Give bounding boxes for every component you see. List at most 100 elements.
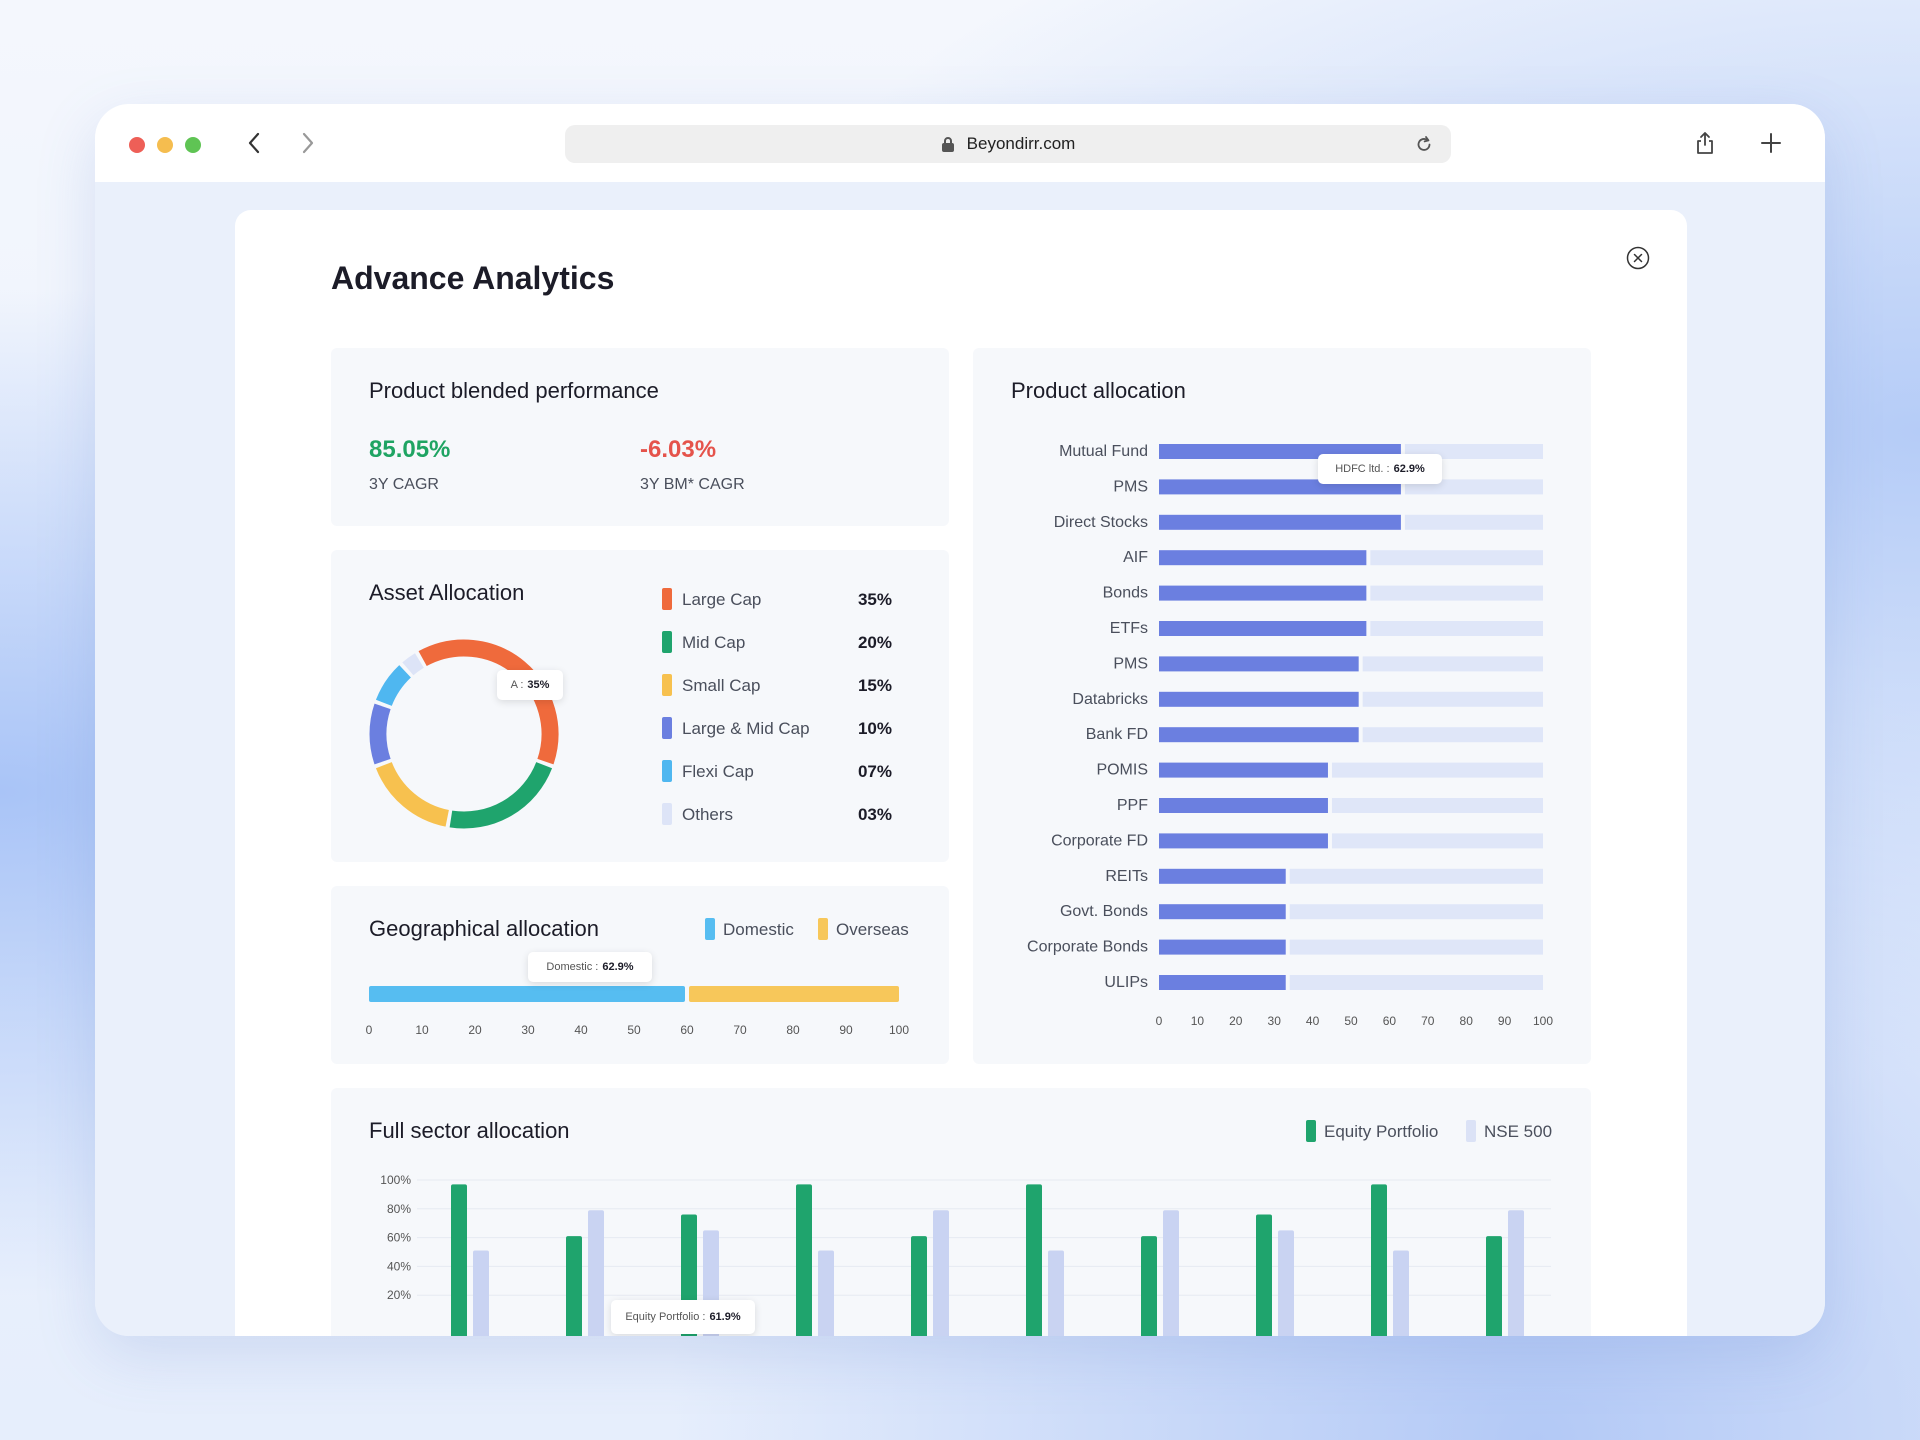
product-bar[interactable] — [1159, 727, 1359, 743]
product-bar[interactable] — [1159, 904, 1286, 920]
product-bar-track — [1370, 550, 1543, 566]
product-tick-label: 80 — [1460, 1014, 1474, 1028]
sector-bar-equity[interactable] — [1026, 1184, 1042, 1336]
url-text: Beyondirr.com — [966, 134, 1076, 153]
back-button[interactable] — [239, 128, 269, 158]
close-window-button[interactable] — [129, 137, 145, 153]
geo-card: Geographical allocation Domestic Oversea… — [331, 886, 949, 1064]
product-bar-track — [1331, 798, 1543, 813]
donut-slice[interactable] — [402, 653, 424, 676]
browser-window: Beyondirr.com Advance Analytics Product … — [95, 104, 1825, 1336]
product-bar-track — [1370, 621, 1543, 636]
product-tick-label: 50 — [1344, 1014, 1358, 1028]
product-allocation-title: Product allocation — [1011, 378, 1186, 403]
donut-slice[interactable] — [418, 639, 559, 765]
address-bar[interactable]: Beyondirr.com — [565, 125, 1451, 163]
geo-tick-label: 100 — [889, 1023, 909, 1037]
maximize-window-button[interactable] — [185, 137, 201, 153]
sector-legend-nse-swatch — [1466, 1120, 1476, 1142]
geo-tick-label: 0 — [366, 1023, 373, 1037]
new-tab-button[interactable] — [1756, 128, 1786, 158]
sector-card: Full sector allocation Equity Portfolio … — [331, 1088, 1591, 1336]
legend-percent: 10% — [857, 719, 892, 738]
asset-legend-item: Large Cap 35% — [662, 588, 892, 610]
sector-title: Full sector allocation — [369, 1118, 570, 1143]
legend-label: Large Cap — [682, 590, 762, 609]
geo-tooltip-value: 62.9% — [602, 961, 634, 973]
sector-bar-nse[interactable] — [1393, 1250, 1409, 1336]
sector-bar-equity[interactable] — [566, 1236, 582, 1336]
close-icon[interactable] — [1626, 246, 1650, 270]
donut-slice[interactable] — [369, 703, 391, 765]
product-tick-label: 10 — [1191, 1014, 1205, 1028]
product-tooltip: HDFC ltd. :62.9% — [1318, 454, 1442, 484]
product-bar[interactable] — [1159, 621, 1367, 636]
product-bar[interactable] — [1159, 762, 1328, 778]
sector-bar-nse[interactable] — [588, 1210, 604, 1336]
product-bar[interactable] — [1159, 975, 1286, 990]
product-bar[interactable] — [1159, 691, 1359, 707]
sector-group: 100% 80% 60% 40% 20% — [380, 1173, 1551, 1336]
product-bar[interactable] — [1159, 585, 1367, 601]
sector-bar-nse[interactable] — [473, 1250, 489, 1336]
browser-toolbar: Beyondirr.com — [95, 104, 1825, 182]
sector-bar-equity[interactable] — [1256, 1214, 1272, 1336]
asset-legend-item: Others 03% — [662, 803, 892, 825]
product-category-label: PPF — [1117, 797, 1148, 814]
product-bar-track — [1362, 691, 1543, 707]
sector-y-tick-label: 80% — [387, 1202, 411, 1216]
sector-bar-nse[interactable] — [1048, 1250, 1064, 1336]
geo-bar-domestic[interactable] — [369, 986, 685, 1002]
product-bar[interactable] — [1159, 514, 1401, 530]
product-category-label: Corporate FD — [1051, 832, 1148, 849]
minimize-window-button[interactable] — [157, 137, 173, 153]
donut-slice[interactable] — [375, 665, 412, 707]
product-bar-track — [1289, 939, 1543, 955]
product-bar[interactable] — [1159, 550, 1367, 566]
product-bar[interactable] — [1159, 868, 1286, 884]
geo-tick-label: 50 — [627, 1023, 641, 1037]
sector-bar-equity[interactable] — [1141, 1236, 1157, 1336]
sector-legend-equity-swatch — [1306, 1120, 1316, 1142]
lock-icon — [941, 136, 955, 152]
donut-slice[interactable] — [375, 761, 450, 827]
product-bar[interactable] — [1159, 656, 1359, 672]
sector-bar-nse[interactable] — [818, 1250, 834, 1336]
legend-label: Large & Mid Cap — [682, 719, 810, 738]
sector-bar-nse[interactable] — [933, 1210, 949, 1336]
sector-bar-nse[interactable] — [1163, 1210, 1179, 1336]
product-tick-label: 40 — [1306, 1014, 1320, 1028]
geo-bar-overseas[interactable] — [689, 986, 899, 1002]
share-button[interactable] — [1690, 128, 1720, 158]
sector-bar-nse[interactable] — [1508, 1210, 1524, 1336]
product-bar[interactable] — [1159, 798, 1328, 813]
donut-slice[interactable] — [449, 761, 553, 829]
product-category-label: POMIS — [1096, 762, 1148, 779]
sector-bar-equity[interactable] — [911, 1236, 927, 1336]
product-tick-label: 100 — [1533, 1014, 1553, 1028]
sector-y-tick-label: 60% — [387, 1231, 411, 1245]
product-category-label: Bank FD — [1086, 726, 1148, 743]
sector-legend-nse: NSE 500 — [1484, 1122, 1553, 1141]
sector-bar-equity[interactable] — [796, 1184, 812, 1336]
geo-tick-label: 30 — [521, 1023, 535, 1037]
geo-tick-label: 40 — [574, 1023, 588, 1037]
product-bar[interactable] — [1159, 939, 1286, 955]
legend-percent: 35% — [857, 590, 892, 609]
sector-bar-equity[interactable] — [451, 1184, 467, 1336]
sector-bar-equity[interactable] — [1486, 1236, 1502, 1336]
donut-tooltip-label: A : — [510, 679, 524, 691]
bm-cagr-label: 3Y BM* CAGR — [640, 476, 745, 493]
forward-button[interactable] — [293, 128, 323, 158]
reload-icon[interactable] — [1415, 134, 1433, 159]
product-bar-track — [1370, 585, 1543, 601]
product-bar[interactable] — [1159, 833, 1328, 849]
product-tooltip-label: HDFC ltd. : — [1335, 463, 1390, 475]
legend-swatch — [662, 760, 672, 782]
sector-bar-nse[interactable] — [1278, 1230, 1294, 1336]
product-category-label: Govt. Bonds — [1060, 903, 1148, 920]
asset-legend-item: Large & Mid Cap 10% — [662, 717, 892, 739]
legend-swatch — [662, 631, 672, 653]
sector-bar-equity[interactable] — [1371, 1184, 1387, 1336]
geo-tick-label: 10 — [415, 1023, 429, 1037]
